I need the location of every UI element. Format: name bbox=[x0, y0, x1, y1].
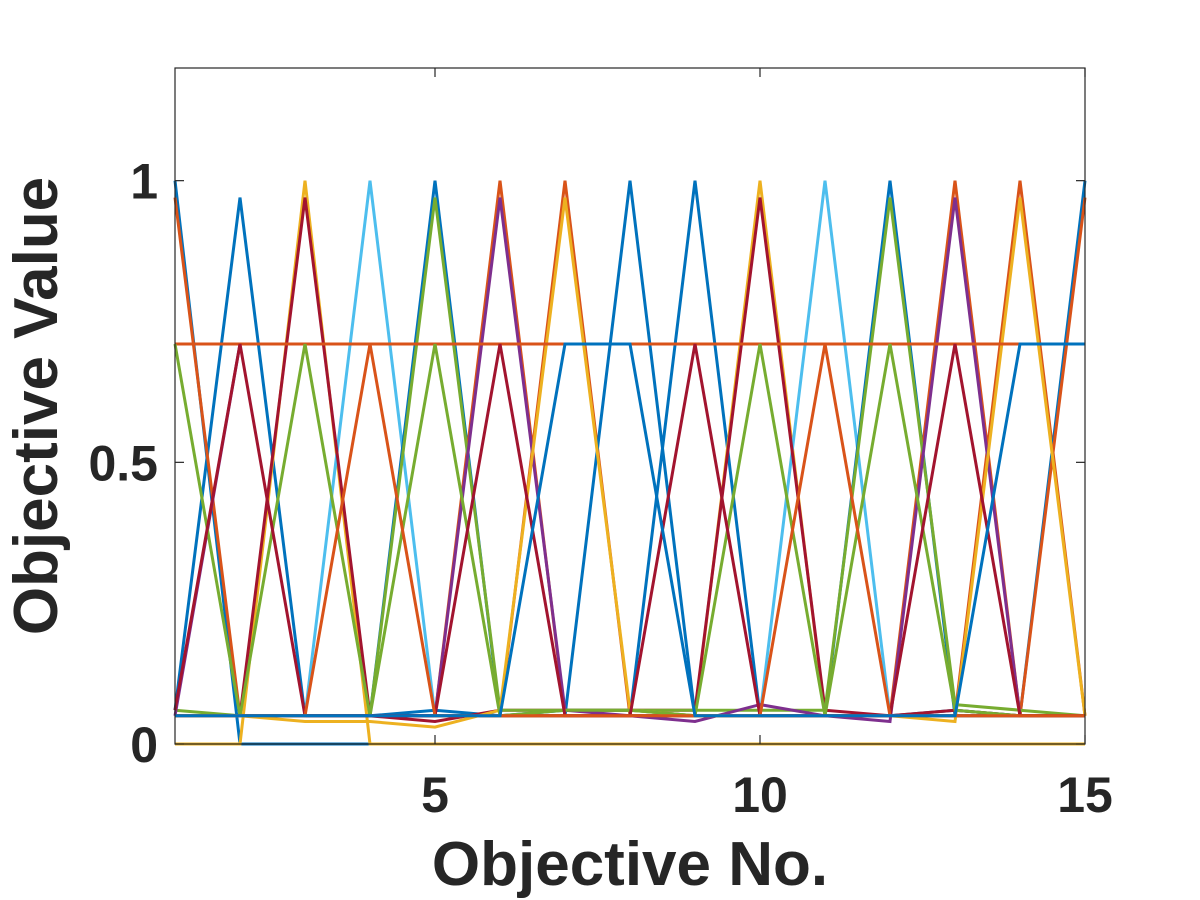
y-axis-title: Objective Value bbox=[2, 177, 71, 635]
tick-layer: 5 10 15 0 0.5 1 bbox=[88, 68, 1113, 823]
series-line-28 bbox=[175, 342, 1085, 718]
x-tick-label: 15 bbox=[1057, 767, 1113, 823]
plot-area-frame bbox=[174, 67, 1086, 745]
x-tick-label: 10 bbox=[732, 767, 788, 823]
x-tick-label: 5 bbox=[421, 767, 449, 823]
x-axis-title: Objective No. bbox=[432, 830, 828, 899]
y-tick-label: 0 bbox=[130, 717, 158, 773]
series-layer bbox=[173, 180, 1087, 746]
y-tick-label: 0.5 bbox=[88, 435, 158, 491]
y-tick-label: 1 bbox=[130, 154, 158, 210]
